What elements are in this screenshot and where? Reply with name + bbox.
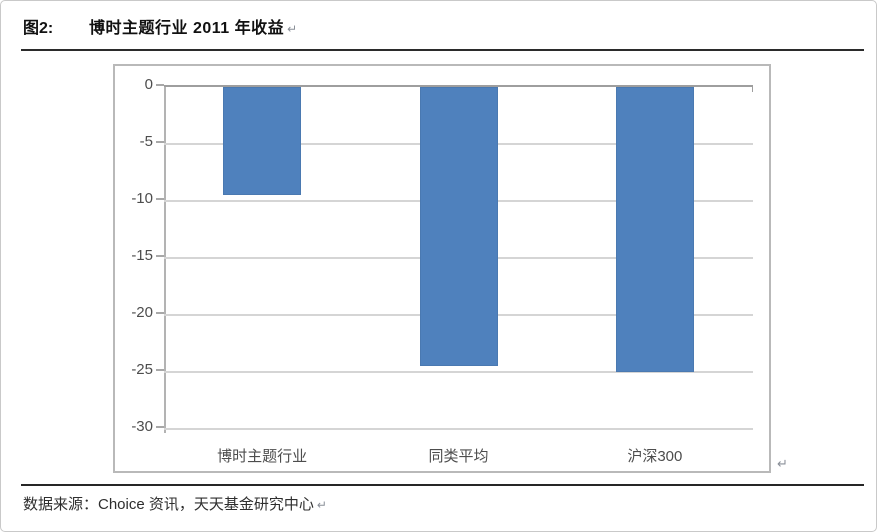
source-line: 数据来源：Choice 资讯，天天基金研究中心 ↵ xyxy=(23,493,327,514)
bar xyxy=(419,87,498,367)
y-axis-tick xyxy=(156,369,164,371)
y-tick-label: -30 xyxy=(131,418,153,435)
title-divider xyxy=(21,49,864,51)
figure-number-label: 图2: xyxy=(23,20,54,37)
x-category-label: 同类平均 xyxy=(428,448,489,465)
gridline xyxy=(164,371,753,373)
chart-area: 0 -5 -10 -15 -20 -25 -30 博时主题行业 同类平均 沪深300 xyxy=(113,64,771,473)
y-tick-label: -20 xyxy=(131,304,153,321)
return-mark-icon: ↵ xyxy=(316,498,327,512)
figure-header: 图2: 博时主题行业 2011 年收益 ↵ xyxy=(23,14,297,38)
y-tick-label: 0 xyxy=(144,76,153,93)
bar xyxy=(223,87,302,196)
y-tick-label: -5 xyxy=(139,133,153,150)
bar xyxy=(615,87,694,372)
y-axis-line xyxy=(164,85,166,433)
figure-title: 博时主题行业 2011 年收益 xyxy=(89,20,285,37)
footer-divider xyxy=(21,484,864,486)
return-mark-icon: ↵ xyxy=(777,456,788,471)
plot-area xyxy=(164,85,753,430)
y-axis-tick xyxy=(156,141,164,143)
y-tick-label: -10 xyxy=(131,190,153,207)
source-text: 数据来源：Choice 资讯，天天基金研究中心 xyxy=(23,496,314,513)
y-axis-tick xyxy=(156,198,164,200)
y-axis-tick xyxy=(156,84,164,86)
y-tick-label: -15 xyxy=(131,247,153,264)
y-axis-tick xyxy=(156,255,164,257)
return-mark-icon: ↵ xyxy=(287,22,298,36)
zero-line-end-tick xyxy=(751,87,753,92)
y-axis-tick xyxy=(156,312,164,314)
x-category-label: 博时主题行业 xyxy=(217,448,308,465)
y-axis-tick xyxy=(156,426,164,428)
x-category-label: 沪深300 xyxy=(627,448,683,465)
y-tick-label: -25 xyxy=(131,361,153,378)
gridline xyxy=(164,428,753,430)
